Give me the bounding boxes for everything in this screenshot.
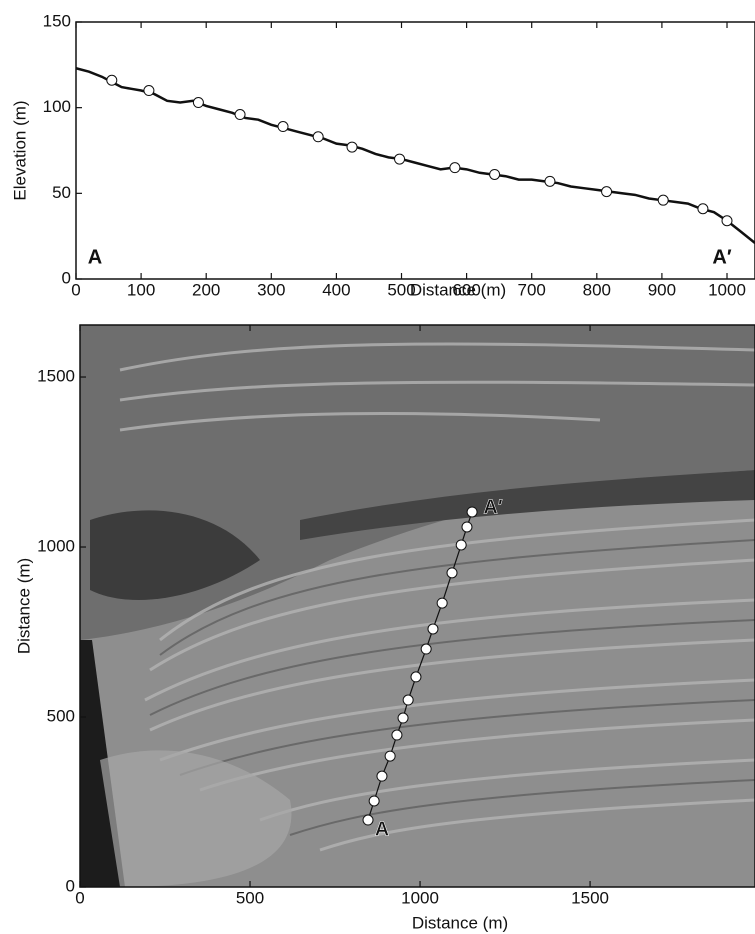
point — [466, 506, 478, 518]
point — [106, 74, 118, 86]
y-axis-label: Distance (m) — [14, 558, 33, 654]
point — [346, 141, 358, 153]
point — [384, 750, 396, 762]
point — [391, 729, 403, 741]
point — [312, 131, 324, 143]
point — [192, 97, 204, 109]
x-tick-label: 500 — [236, 888, 264, 907]
point — [397, 712, 409, 724]
point — [436, 597, 448, 609]
point — [721, 215, 733, 227]
point — [376, 770, 388, 782]
point — [697, 203, 709, 215]
x-tick-label: 200 — [192, 280, 220, 299]
x-tick-label: 1000 — [708, 280, 746, 299]
point — [449, 162, 461, 174]
y-tick-label: 1500 — [37, 367, 75, 386]
x-tick-label: 700 — [518, 280, 546, 299]
point — [461, 521, 473, 533]
y-tick-label: 0 — [62, 268, 71, 287]
terrain-image — [80, 325, 755, 887]
x-tick-label: 1500 — [571, 888, 609, 907]
y-tick-label: 150 — [43, 11, 71, 30]
point — [420, 643, 432, 655]
x-tick-label: 0 — [71, 280, 80, 299]
x-tick-label: 500 — [387, 280, 415, 299]
point — [143, 85, 155, 97]
y-tick-label: 1000 — [37, 536, 75, 555]
x-tick-label: 400 — [322, 280, 350, 299]
y-axis-label: Elevation (m) — [10, 100, 29, 200]
annotation: A — [375, 818, 389, 840]
point — [410, 671, 422, 683]
plot-frame — [75, 21, 755, 280]
x-tick-label: 800 — [583, 280, 611, 299]
point — [234, 109, 246, 121]
point — [427, 623, 439, 635]
y-tick-label: 500 — [47, 706, 75, 725]
x-tick-label: 300 — [257, 280, 285, 299]
point — [446, 567, 458, 579]
point — [402, 694, 414, 706]
x-tick-label: 0 — [75, 888, 84, 907]
annotation: A′ — [483, 496, 502, 518]
y-tick-label: 0 — [66, 876, 75, 895]
point — [489, 168, 501, 180]
y-tick-label: 100 — [43, 97, 71, 116]
point — [394, 153, 406, 165]
point — [657, 194, 669, 206]
profile-line — [75, 67, 755, 244]
point — [455, 539, 467, 551]
x-tick-label: 1000 — [401, 888, 439, 907]
annotation: A′ — [712, 246, 731, 268]
point — [368, 795, 380, 807]
y-tick-label: 50 — [52, 183, 71, 202]
point — [277, 121, 289, 133]
annotation: A — [88, 246, 102, 268]
x-tick-label: 100 — [127, 280, 155, 299]
x-tick-label: 900 — [648, 280, 676, 299]
plot-frame — [79, 324, 755, 888]
point — [362, 814, 374, 826]
x-axis-label: Distance (m) — [412, 913, 508, 932]
x-axis-label: Distance (m) — [410, 280, 506, 299]
point — [601, 186, 613, 198]
x-tick-label: 600 — [452, 280, 480, 299]
point — [544, 175, 556, 187]
